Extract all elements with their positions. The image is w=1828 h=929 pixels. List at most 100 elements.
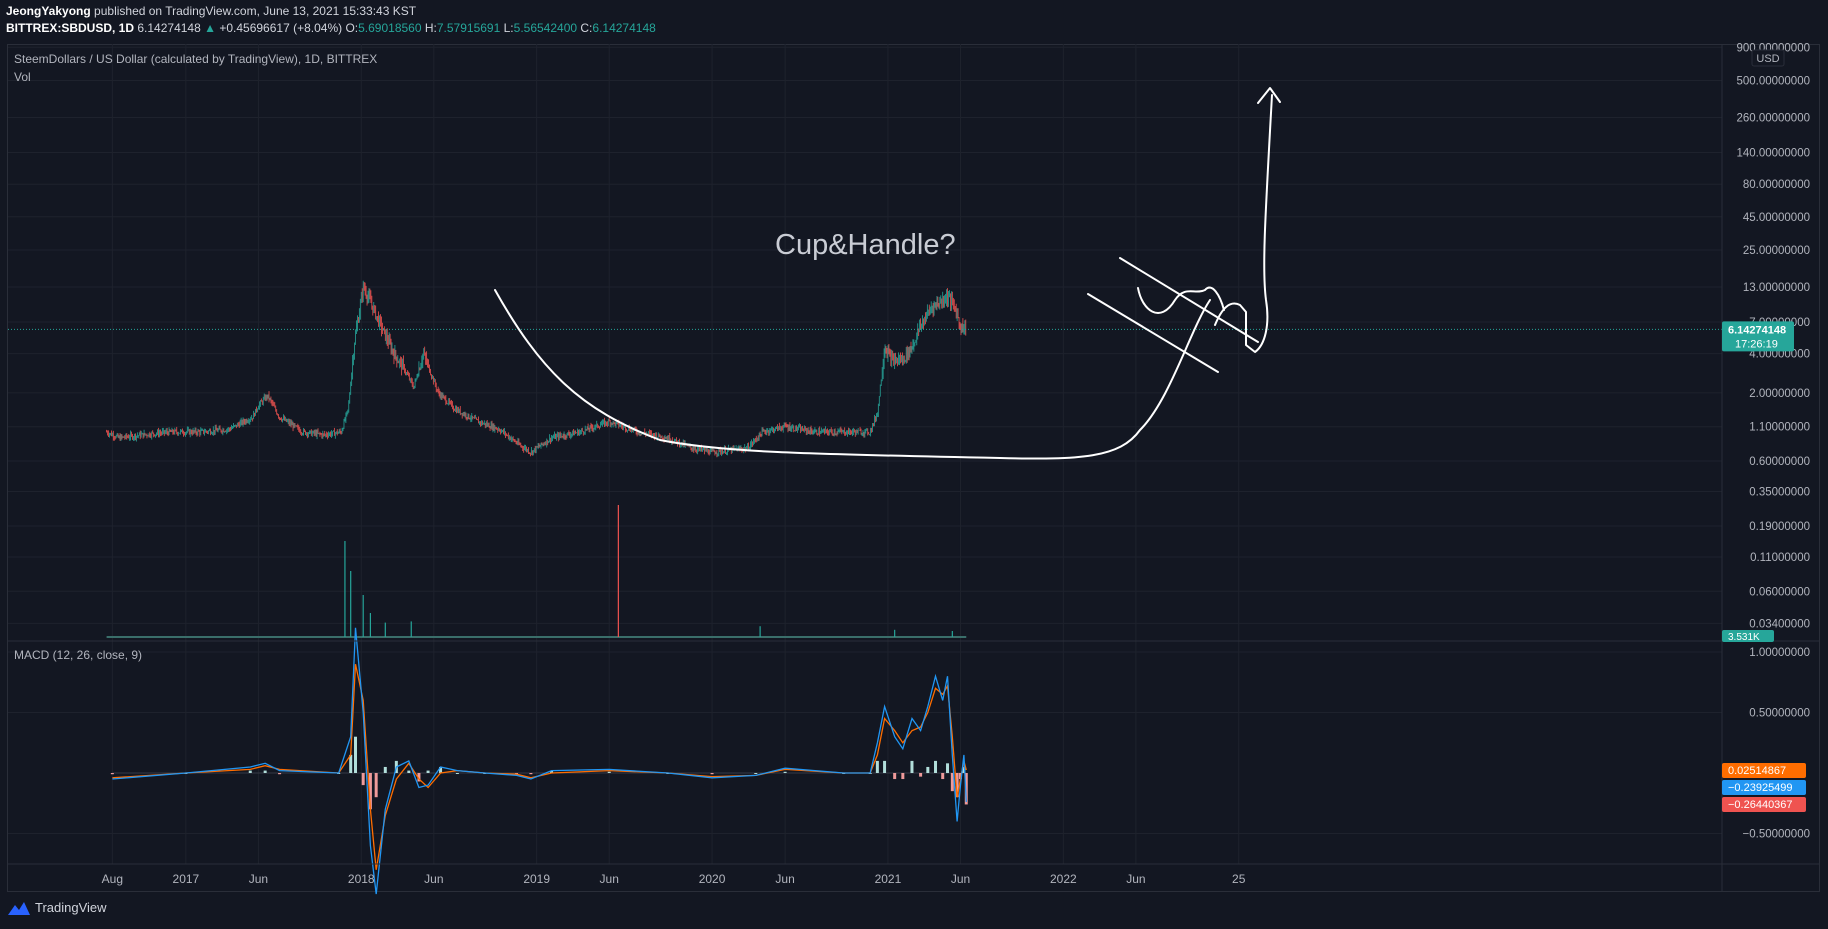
price-tick-label: 500.00000000 — [1736, 76, 1810, 88]
volume-tag — [1722, 630, 1774, 642]
price-tick-label: 2.00000000 — [1749, 388, 1810, 400]
handle-lower-line — [1087, 293, 1219, 373]
tradingview-logo-icon — [8, 901, 30, 915]
macd-histogram-bar — [783, 771, 787, 773]
macd-value-tag — [1722, 780, 1806, 795]
price-tick-label: 0.19000000 — [1749, 521, 1810, 533]
macd-histogram-bar — [875, 760, 879, 773]
time-tick-label: Jun — [424, 872, 443, 886]
price-tick-label: 260.00000000 — [1736, 113, 1810, 125]
time-tick-label: 2021 — [875, 872, 902, 886]
macd-value-tag-text: 0.02514867 — [1728, 765, 1786, 777]
macd-histogram-bar — [383, 766, 387, 773]
macd-histogram-bar — [368, 773, 372, 810]
symbol-name[interactable]: BITTREX:SBDUSD, 1D — [6, 21, 135, 35]
macd-histogram-bar — [407, 770, 411, 773]
macd-histogram-bar — [439, 766, 443, 773]
handle-squiggle-drawing — [1137, 286, 1225, 314]
low-label: L: — [503, 21, 514, 35]
macd-tick-label: −0.50000000 — [1743, 829, 1810, 841]
last-price-tag-text: 6.14274148 — [1728, 324, 1786, 336]
price-tick-label: 0.11000000 — [1750, 552, 1810, 564]
macd-histogram-bar — [710, 773, 714, 775]
macd-histogram-bar — [349, 754, 353, 773]
macd-histogram-bar — [883, 760, 887, 773]
macd-histogram-bar — [455, 773, 459, 774]
publish-info: JeongYakyong published on TradingView.co… — [6, 4, 416, 18]
macd-histogram-bar — [955, 773, 959, 798]
close-label: C: — [580, 21, 593, 35]
author-name[interactable]: JeongYakyong — [6, 4, 91, 18]
cup-curve-drawing — [494, 289, 1211, 460]
time-tick-label: 2022 — [1050, 872, 1077, 886]
time-tick-label: Jun — [775, 872, 794, 886]
price-tick-label: 13.00000000 — [1743, 282, 1810, 294]
macd-histogram-bar — [901, 773, 905, 780]
time-tick-label: 2017 — [173, 872, 200, 886]
currency-badge — [1751, 49, 1785, 67]
price-tick-label: 0.35000000 — [1749, 486, 1810, 498]
price-tick-label: 0.03400000 — [1749, 618, 1810, 630]
macd-pane — [110, 627, 968, 895]
macd-tick-label: 0.50000000 — [1749, 708, 1810, 720]
brand-name: TradingView — [35, 900, 107, 915]
low-value: 5.56542400 — [513, 21, 578, 35]
price-series — [8, 280, 1722, 458]
macd-histogram-bar — [962, 766, 966, 773]
macd-histogram-bar — [607, 771, 611, 773]
price-tick-label: 4.00000000 — [1749, 349, 1810, 361]
time-tick-label: 25 — [1232, 872, 1246, 886]
macd-histogram-bar — [263, 770, 267, 773]
high-label: H: — [424, 21, 437, 35]
arrow-head-icon — [1257, 87, 1281, 104]
time-tick-label: 2019 — [523, 872, 550, 886]
breakout-arrow-line — [1214, 94, 1273, 353]
last-price-tag — [1722, 321, 1794, 352]
time-tick-label: Jun — [600, 872, 619, 886]
macd-histogram-bar — [941, 773, 945, 780]
macd-histogram-bar — [919, 773, 923, 777]
macd-pane-title: MACD (12, 26, close, 9) — [14, 648, 143, 662]
countdown-text: 17:26:19 — [1735, 338, 1778, 350]
up-arrow-icon: ▲ — [204, 21, 216, 35]
macd-histogram-bar — [550, 770, 554, 773]
time-tick-label: 2020 — [699, 872, 726, 886]
macd-line — [112, 627, 967, 895]
axes: 900.00000000500.00000000260.00000000140.… — [8, 42, 1820, 892]
price-tick-label: 0.06000000 — [1749, 586, 1810, 598]
cup-handle-annotation[interactable]: Cup&Handle? — [775, 229, 956, 261]
macd-value-tag-text: −0.26440367 — [1728, 799, 1793, 811]
chart-frame — [7, 44, 1820, 892]
macd-histogram-bar — [529, 773, 533, 775]
macd-histogram-bar — [893, 773, 897, 780]
price-change: +0.45696617 (+8.04%) — [219, 21, 343, 35]
macd-histogram-bar — [426, 770, 430, 773]
macd-histogram-bar — [354, 736, 358, 773]
close-value: 6.14274148 — [592, 21, 656, 35]
vol-label: Vol — [14, 70, 31, 84]
user-drawings — [494, 87, 1281, 460]
macd-value-tag — [1722, 797, 1806, 812]
published-text: published on TradingView.com, June 13, 2… — [94, 4, 417, 18]
macd-histogram-bar — [110, 773, 114, 775]
currency-label: USD — [1756, 53, 1779, 65]
last-price: 6.14274148 — [137, 21, 201, 35]
open-value: 5.69018560 — [358, 21, 422, 35]
time-tick-label: 2018 — [348, 872, 375, 886]
price-tick-label: 140.00000000 — [1736, 148, 1810, 160]
macd-histogram-bar — [910, 760, 914, 773]
signal-line — [112, 663, 967, 870]
brand[interactable]: TradingView — [8, 900, 107, 915]
macd-histogram-bar — [946, 763, 950, 773]
macd-tick-label: 1.00000000 — [1749, 647, 1810, 659]
time-tick-label: Jun — [249, 872, 268, 886]
macd-histogram-bar — [374, 773, 378, 798]
grid-lines — [8, 44, 1722, 864]
price-tick-label: 45.00000000 — [1743, 212, 1810, 224]
macd-histogram-bar — [278, 773, 282, 775]
macd-histogram-bar — [417, 773, 421, 782]
price-tick-label: 1.10000000 — [1749, 422, 1810, 434]
price-tick-label: 25.00000000 — [1743, 245, 1810, 257]
symbol-info: BITTREX:SBDUSD, 1D 6.14274148 ▲ +0.45696… — [6, 21, 656, 35]
